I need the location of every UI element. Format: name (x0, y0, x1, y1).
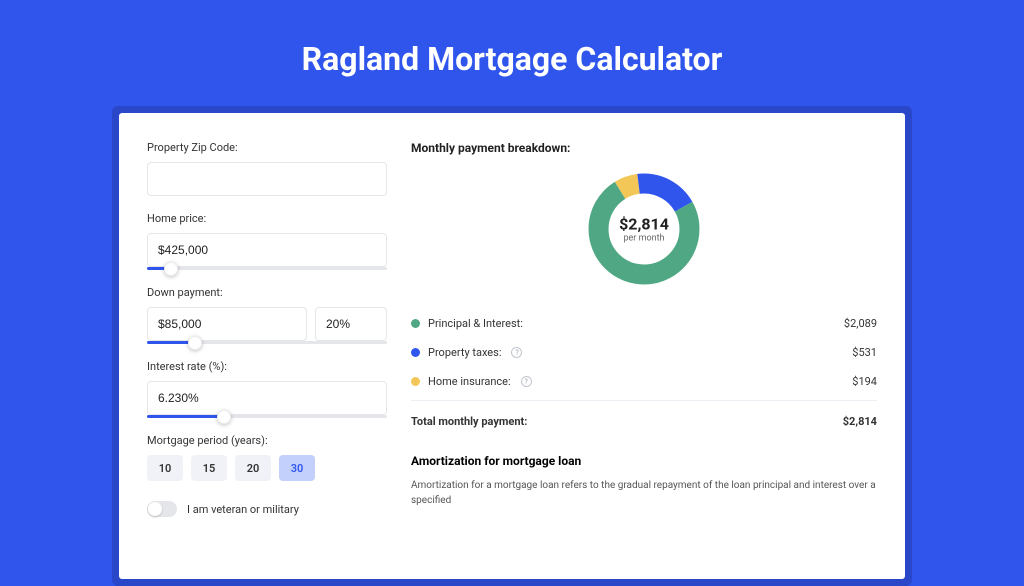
breakdown-title: Monthly payment breakdown: (411, 141, 877, 155)
total-label: Total monthly payment: (411, 415, 527, 428)
donut-wrap: $2,814 per month (411, 169, 877, 289)
home-price-field-group: Home price: (147, 212, 387, 270)
page-root: Ragland Mortgage Calculator Property Zip… (0, 0, 1024, 512)
veteran-label: I am veteran or military (187, 503, 299, 516)
veteran-toggle-row: I am veteran or military (147, 501, 387, 517)
donut-center: $2,814 per month (619, 215, 669, 244)
taxes-label: Property taxes: (428, 346, 501, 359)
card-shadow: Property Zip Code: Home price: Down paym… (112, 106, 912, 586)
legend-total-row: Total monthly payment: $2,814 (411, 407, 877, 436)
period-row: 10 15 20 30 (147, 455, 387, 481)
legend: Principal & Interest: $2,089 Property taxe… (411, 309, 877, 396)
home-price-label: Home price: (147, 212, 387, 225)
taxes-info-icon[interactable]: ? (511, 347, 522, 358)
amort-text: Amortization for a mortgage loan refers … (411, 478, 877, 508)
zip-field-group: Property Zip Code: (147, 141, 387, 196)
period-label: Mortgage period (years): (147, 434, 387, 447)
insurance-value: $194 (852, 375, 877, 388)
interest-slider-fill (147, 415, 224, 418)
period-btn-15[interactable]: 15 (191, 455, 227, 481)
taxes-value: $531 (852, 346, 877, 359)
zip-label: Property Zip Code: (147, 141, 387, 154)
down-payment-field-group: Down payment: (147, 286, 387, 344)
principal-label: Principal & Interest: (428, 317, 523, 330)
home-price-slider-thumb[interactable] (164, 262, 178, 276)
down-payment-slider-thumb[interactable] (188, 336, 202, 350)
period-btn-30[interactable]: 30 (279, 455, 315, 481)
legend-row-taxes: Property taxes:? $531 (411, 338, 877, 367)
down-payment-slider[interactable] (147, 341, 387, 344)
donut-sub: per month (619, 234, 669, 244)
down-payment-label: Down payment: (147, 286, 387, 299)
period-btn-20[interactable]: 20 (235, 455, 271, 481)
interest-label: Interest rate (%): (147, 360, 387, 373)
interest-input[interactable] (147, 381, 387, 415)
insurance-dot-icon (411, 377, 420, 386)
insurance-info-icon[interactable]: ? (521, 376, 532, 387)
amort-title: Amortization for mortgage loan (411, 454, 877, 468)
legend-divider (411, 400, 877, 401)
principal-dot-icon (411, 319, 420, 328)
home-price-slider[interactable] (147, 267, 387, 270)
page-title: Ragland Mortgage Calculator (0, 40, 1024, 78)
legend-row-principal: Principal & Interest: $2,089 (411, 309, 877, 338)
down-payment-input[interactable] (147, 307, 307, 341)
veteran-toggle[interactable] (147, 501, 177, 517)
home-price-input[interactable] (147, 233, 387, 267)
total-value: $2,814 (843, 415, 877, 428)
principal-value: $2,089 (844, 317, 877, 330)
interest-slider-thumb[interactable] (217, 410, 231, 424)
period-btn-10[interactable]: 10 (147, 455, 183, 481)
interest-slider[interactable] (147, 415, 387, 418)
insurance-label: Home insurance: (428, 375, 511, 388)
zip-input[interactable] (147, 162, 387, 196)
down-payment-pct-input[interactable] (315, 307, 387, 341)
legend-row-insurance: Home insurance:? $194 (411, 367, 877, 396)
period-field-group: Mortgage period (years): 10 15 20 30 (147, 434, 387, 481)
taxes-dot-icon (411, 348, 420, 357)
interest-field-group: Interest rate (%): (147, 360, 387, 418)
donut-amount: $2,814 (619, 215, 669, 234)
calculator-card: Property Zip Code: Home price: Down paym… (119, 113, 905, 579)
breakdown-column: Monthly payment breakdown: $2,814 per mo… (411, 141, 877, 579)
form-column: Property Zip Code: Home price: Down paym… (147, 141, 387, 579)
donut-chart: $2,814 per month (584, 169, 704, 289)
